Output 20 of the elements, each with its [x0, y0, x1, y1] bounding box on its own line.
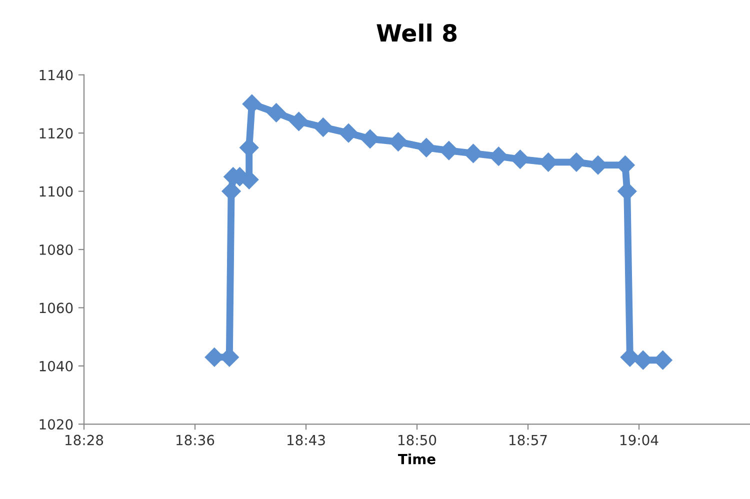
chart-title: Well 8 — [376, 24, 457, 42]
x-tick-label: 18:36 — [176, 434, 214, 446]
point — [314, 118, 333, 137]
y-tick-label: 1020 — [40, 419, 73, 430]
y-tick-label: 1140 — [40, 70, 73, 80]
x-tick-label: 18:57 — [510, 434, 547, 446]
point — [338, 124, 358, 143]
point — [416, 138, 436, 158]
x-tick-label: 18:43 — [288, 434, 325, 446]
y-tick-label: 1040 — [40, 360, 73, 372]
x-tick-label: 19:04 — [620, 434, 658, 446]
y-tick-label: 1120 — [40, 128, 73, 139]
y-tick-label: 1060 — [40, 302, 73, 314]
y-tick-label: 1080 — [40, 244, 73, 255]
x-tick-label: 18:28 — [66, 434, 104, 446]
y-tick-label: 1100 — [40, 186, 73, 197]
point — [266, 103, 286, 122]
point — [289, 112, 308, 131]
x-axis-title: Time — [398, 454, 436, 464]
x-tick-label: 18:50 — [398, 434, 436, 446]
